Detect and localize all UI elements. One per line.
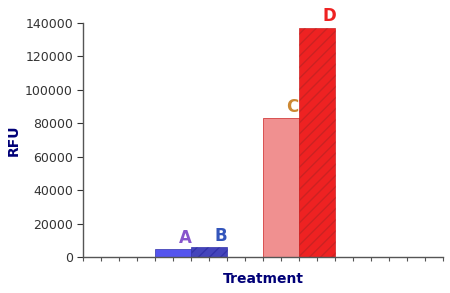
Text: D: D — [323, 7, 336, 25]
Bar — [191, 247, 227, 258]
Text: B: B — [215, 227, 227, 245]
X-axis label: Treatment: Treatment — [223, 272, 304, 286]
Bar — [155, 249, 191, 258]
Y-axis label: RFU: RFU — [7, 124, 21, 156]
Text: C: C — [287, 98, 299, 116]
Bar — [299, 28, 335, 258]
Bar — [263, 118, 299, 258]
Text: A: A — [179, 229, 192, 247]
